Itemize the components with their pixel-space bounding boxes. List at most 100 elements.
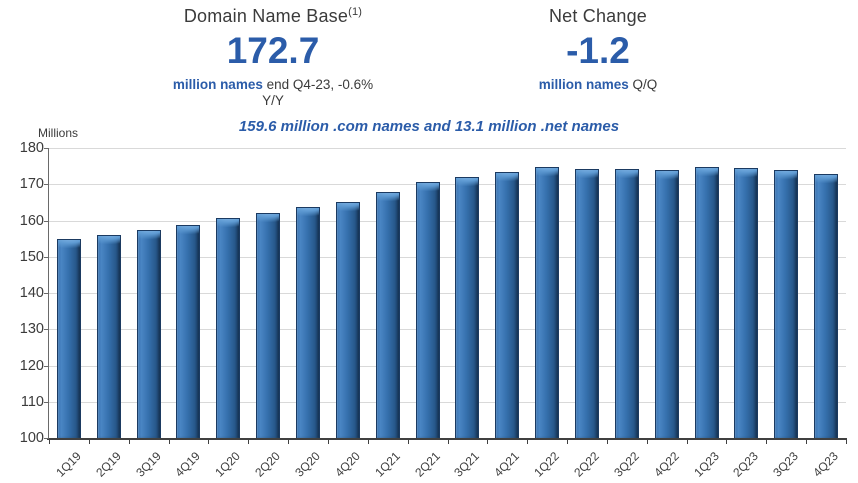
bar-1Q20: [216, 217, 241, 438]
x-tick-mark: [447, 438, 449, 444]
y-axis-unit-label: Millions: [38, 126, 79, 140]
x-tick-mark: [766, 438, 768, 444]
y-tick-mark: [44, 220, 49, 222]
x-axis-line: [47, 438, 847, 440]
x-tick-mark: [646, 438, 648, 444]
gridline-110: [49, 401, 846, 403]
bar-3Q22: [614, 169, 639, 438]
bar-2Q20: [256, 212, 281, 438]
gridline-150: [49, 256, 846, 258]
stat-desc-period: Y/Y: [262, 93, 284, 109]
y-tick-label-100: 100: [19, 430, 44, 446]
bar-highlight: [695, 167, 718, 176]
x-tick-mark: [487, 438, 489, 444]
y-tick-label-110: 110: [20, 393, 44, 410]
bar-highlight: [456, 177, 479, 186]
x-tick-mark: [527, 438, 529, 444]
bar-2Q22: [574, 168, 599, 438]
bar-1Q23: [694, 166, 719, 438]
footnote-marker: (1): [348, 6, 363, 18]
bar-highlight: [97, 235, 120, 244]
bar-highlight: [655, 171, 678, 180]
bar-highlight: [257, 213, 280, 222]
y-tick-mark: [44, 365, 49, 367]
bar-highlight: [416, 183, 439, 192]
stat-value-domain-name-base: 172.7: [226, 30, 320, 71]
stat-desc-detail: Q/Q: [632, 76, 658, 92]
stat-desc-net-change: million names Q/Q: [448, 77, 748, 93]
y-tick-label-140: 140: [19, 285, 44, 301]
bar-highlight: [615, 170, 638, 179]
bar-2Q19: [96, 234, 121, 438]
y-tick-label-180: 180: [19, 140, 44, 156]
bar-chart: 180 170 160 150 140 130 120 110 100 1Q19 2Q19 3Q19 4…: [0, 138, 858, 483]
stat-value-net-change: -1.2: [566, 30, 630, 71]
x-tick-mark: [288, 438, 290, 444]
bar-highlight: [336, 202, 359, 211]
stat-title-text: Domain Name Base: [183, 6, 349, 26]
y-tick-mark: [44, 256, 49, 258]
stat-title-domain-name-base: Domain Name Base(1): [93, 6, 453, 27]
bar-highlight: [815, 175, 838, 184]
bar-highlight: [496, 172, 519, 181]
bar-highlight: [137, 230, 160, 239]
gridline-140: [49, 293, 846, 294]
bar-1Q21: [375, 191, 400, 438]
gridline-180: [49, 148, 846, 149]
stat-desc-domain-name-base: million names end Q4-23, -0.6% Y/Y: [93, 77, 453, 110]
stat-panel-domain-name-base: Domain Name Base(1) 172.7 million names …: [93, 6, 453, 110]
stat-desc-detail: end Q4-23, -0.6%: [266, 76, 374, 92]
x-tick-mark: [567, 438, 569, 444]
y-tick-mark: [44, 293, 49, 294]
stat-panel-net-change: Net Change -1.2 million names Q/Q: [448, 6, 748, 93]
bar-3Q21: [455, 176, 480, 438]
bar-4Q23: [814, 174, 839, 438]
stat-desc-unit: million names: [538, 76, 629, 92]
bar-highlight: [575, 169, 598, 178]
y-tick-label-150: 150: [19, 248, 44, 265]
y-tick-label-120: 120: [19, 357, 44, 374]
x-tick-mark: [806, 438, 808, 444]
bar-1Q22: [535, 167, 560, 438]
y-tick-mark: [44, 148, 49, 149]
x-tick-mark: [49, 438, 50, 444]
x-tick-mark: [407, 438, 409, 444]
gridline-130: [49, 329, 846, 331]
plot-area: [49, 148, 846, 438]
gridline-160: [49, 220, 846, 222]
bar-3Q20: [296, 207, 321, 438]
x-tick-mark: [846, 438, 847, 444]
bar-highlight: [297, 208, 320, 217]
bar-highlight: [376, 192, 399, 201]
bar-4Q21: [495, 171, 520, 438]
x-tick-mark: [88, 438, 90, 444]
stat-title-net-change: Net Change: [448, 6, 748, 27]
bar-4Q22: [654, 170, 679, 438]
x-tick-mark: [367, 438, 369, 444]
y-tick-mark: [44, 438, 49, 439]
bar-highlight: [735, 168, 758, 177]
bar-3Q19: [136, 229, 161, 438]
bar-4Q20: [335, 201, 360, 438]
bar-highlight: [536, 168, 559, 177]
bar-2Q21: [415, 182, 440, 438]
x-tick-mark: [686, 438, 688, 444]
x-tick-mark: [128, 438, 130, 444]
stat-desc-unit: million names: [172, 76, 263, 92]
stat-title-text: Net Change: [548, 6, 648, 26]
bar-4Q19: [176, 224, 201, 438]
gridline-120: [49, 365, 846, 367]
chart-subtitle: 159.6 million .com names and 13.1 millio…: [238, 118, 620, 135]
x-tick-mark: [208, 438, 210, 444]
bar-highlight: [57, 240, 80, 249]
bar-highlight: [775, 171, 798, 180]
y-tick-label-160: 160: [19, 212, 44, 229]
y-tick-label-130: 130: [19, 321, 44, 338]
y-tick-mark: [44, 184, 49, 186]
bar-2Q23: [734, 167, 759, 438]
bar-3Q23: [774, 170, 799, 438]
bar-highlight: [217, 218, 240, 227]
x-tick-mark: [606, 438, 608, 444]
bar-1Q19: [56, 239, 81, 438]
bar-highlight: [177, 225, 200, 234]
